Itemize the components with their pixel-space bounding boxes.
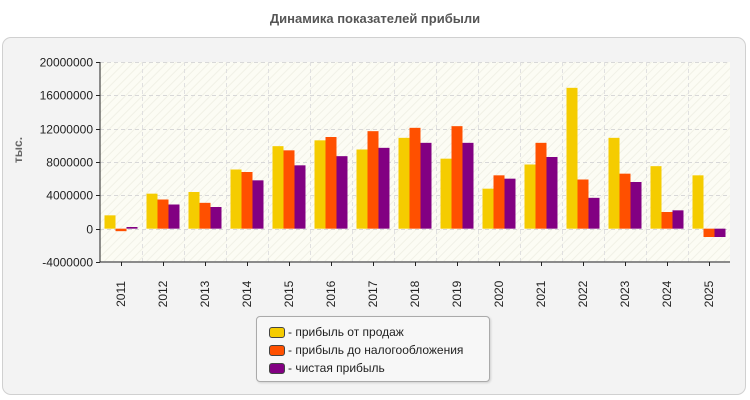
y-tick-label: 12000000 [40, 123, 94, 137]
bar-2017-series-3 [378, 147, 390, 229]
x-tick-label: 2012 [156, 280, 170, 307]
bar-2023-series-1 [608, 137, 620, 229]
bar-2011-series-1 [104, 215, 116, 229]
bar-2012-series-2 [157, 199, 169, 229]
x-tick-label: 2017 [366, 280, 380, 307]
bar-2020-series-3 [504, 178, 516, 229]
bar-2018-series-1 [398, 137, 410, 229]
bar-2025-series-2 [703, 228, 715, 237]
x-tick-label: 2013 [198, 280, 212, 307]
x-tick-label: 2021 [534, 280, 548, 307]
y-tick-label: -4000000 [42, 256, 93, 270]
bar-2013-series-2 [199, 202, 211, 229]
x-tick-label: 2025 [702, 280, 716, 307]
bar-2021-series-1 [524, 164, 536, 229]
legend-label: - прибыль от продаж [288, 325, 404, 339]
bar-2018-series-3 [420, 142, 432, 229]
bar-2015-series-3 [294, 165, 306, 229]
x-tick-label: 2015 [282, 280, 296, 307]
bar-2016-series-1 [314, 140, 326, 229]
bar-2021-series-2 [535, 142, 547, 229]
x-tick-label: 2024 [660, 280, 674, 307]
bar-2014-series-3 [252, 180, 264, 229]
x-tick-label: 2022 [576, 280, 590, 307]
bar-2019-series-2 [451, 126, 463, 229]
bar-2014-series-1 [230, 169, 242, 229]
y-tick-label: 16000000 [40, 89, 94, 103]
legend-label: - чистая прибыль [288, 361, 385, 375]
bar-2015-series-2 [283, 150, 295, 229]
bar-2011-series-3 [126, 227, 138, 229]
legend-label: - прибыль до налогообложения [288, 343, 464, 357]
bar-2020-series-2 [493, 175, 505, 229]
bar-2016-series-2 [325, 137, 337, 229]
bar-2018-series-2 [409, 127, 421, 229]
bar-2024-series-3 [672, 210, 684, 229]
bar-2024-series-2 [661, 212, 673, 229]
bar-2017-series-1 [356, 149, 368, 229]
bar-layer [104, 87, 726, 237]
y-tick-label: 4000000 [46, 189, 93, 203]
x-tick-label: 2023 [618, 280, 632, 307]
bar-2013-series-3 [210, 207, 222, 229]
bar-2023-series-3 [630, 182, 642, 229]
bar-2020-series-1 [482, 188, 494, 229]
bar-2012-series-3 [168, 204, 180, 229]
legend: - прибыль от продаж - прибыль до налогоо… [256, 316, 490, 382]
x-tick-label: 2011 [114, 281, 128, 307]
bar-2011-series-2 [115, 228, 127, 232]
bar-2021-series-3 [546, 157, 558, 229]
legend-swatch-purple [269, 362, 285, 374]
ytick-layer: -4000000 0 4000000 8000000 12000000 16000000 2… [40, 56, 100, 270]
bar-2022-series-2 [577, 179, 589, 229]
x-tick-label: 2016 [324, 280, 338, 307]
bar-2025-series-1 [692, 175, 704, 229]
y-tick-label: 8000000 [46, 156, 93, 170]
legend-swatch-yellow [269, 326, 285, 338]
chart-title: Динамика показателей прибыли [269, 11, 481, 26]
legend-item-net-profit: - чистая прибыль [269, 359, 385, 377]
bar-2019-series-3 [462, 142, 474, 229]
bar-2019-series-1 [440, 158, 452, 229]
legend-item-sales-profit: - прибыль от продаж [269, 323, 404, 341]
bar-2015-series-1 [272, 146, 284, 229]
bar-2024-series-1 [650, 166, 662, 229]
y-axis-label: тыс. [11, 137, 25, 163]
bar-2022-series-1 [566, 87, 578, 229]
y-tick-label: 0 [86, 223, 93, 237]
y-tick-label: 20000000 [40, 56, 94, 70]
bar-2014-series-2 [241, 172, 253, 229]
bar-2025-series-3 [714, 228, 726, 237]
bar-2016-series-3 [336, 156, 348, 229]
x-tick-label: 2020 [492, 280, 506, 307]
x-tick-label: 2018 [408, 280, 422, 307]
xtick-layer: 2011 2012 2013 2014 2015 2016 2017 2018 2019 2020… [114, 262, 716, 307]
bar-2012-series-1 [146, 193, 158, 229]
bar-2022-series-3 [588, 197, 600, 229]
x-tick-label: 2019 [450, 280, 464, 307]
legend-item-pretax-profit: - прибыль до налогообложения [269, 341, 463, 359]
bar-2013-series-1 [188, 192, 200, 229]
x-tick-label: 2014 [240, 280, 254, 307]
bar-2017-series-2 [367, 131, 379, 229]
bar-2023-series-2 [619, 173, 631, 229]
legend-swatch-orange [269, 344, 285, 356]
